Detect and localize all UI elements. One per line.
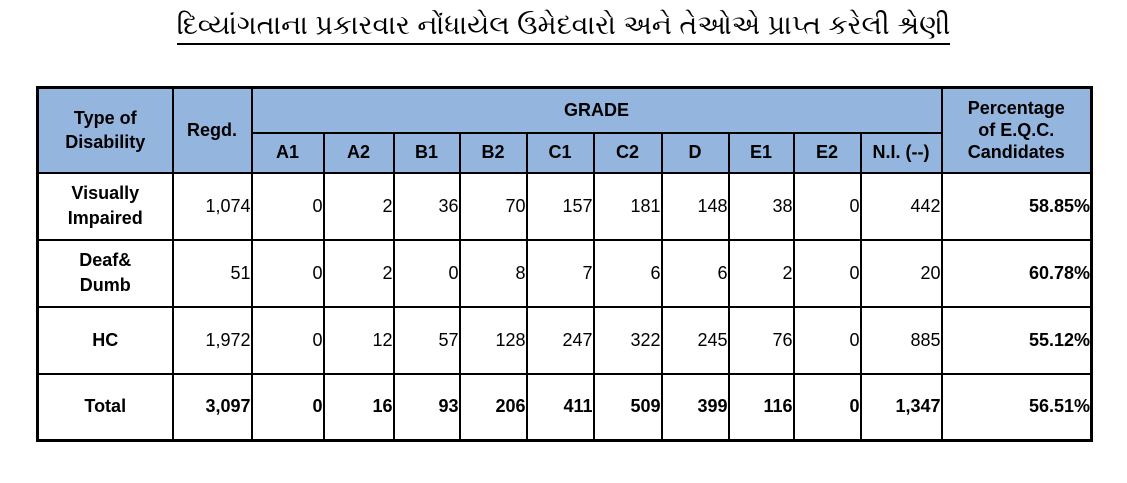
table-body: Visually Impaired 1,074 0 2 36 70 157 18… [36, 171, 1093, 442]
table-cell-e1: 116 [727, 372, 795, 442]
table-row-hc: HC 1,972 0 12 57 128 247 322 245 76 0 88… [36, 305, 1093, 375]
header-grade-ni: N.I. (--) [859, 131, 943, 174]
table-cell-ni: 20 [859, 238, 943, 308]
header-row-1: Type of Disability Regd. GRADE Percentag… [36, 86, 1093, 174]
table-cell-a1: 0 [250, 171, 325, 241]
table-cell-d: 6 [660, 238, 730, 308]
table-cell-e1: 2 [727, 238, 795, 308]
table-cell-a2: 2 [322, 238, 395, 308]
header-grade-e1: E1 [727, 131, 795, 174]
table-cell-regd: 1,074 [171, 171, 253, 241]
table-cell-a1: 0 [250, 238, 325, 308]
table-cell-e1: 38 [727, 171, 795, 241]
table-cell-b2: 128 [458, 305, 528, 375]
table-cell-e2: 0 [792, 305, 862, 375]
table-cell-b1: 0 [392, 238, 461, 308]
row-label-text: Deaf& Dumb [79, 250, 132, 295]
table-cell-percentage: 60.78% [940, 238, 1093, 308]
header-grade-a1: A1 [250, 131, 325, 174]
header-grade-a2: A2 [322, 131, 395, 174]
row-label: Deaf& Dumb [36, 238, 174, 308]
row-label: Visually Impaired [36, 171, 174, 241]
header-grade-d: D [660, 131, 730, 174]
header-type-of-disability-label: Type of Disability [65, 108, 146, 153]
table-cell-c1: 247 [525, 305, 595, 375]
row-label-text: Total [84, 396, 127, 417]
table-cell-b1: 57 [392, 305, 461, 375]
row-label: HC [36, 305, 174, 375]
table-cell-e1: 76 [727, 305, 795, 375]
table-cell-d: 148 [660, 171, 730, 241]
header-grade-c2: C2 [592, 131, 663, 174]
table-row-deaf-dumb: Deaf& Dumb 51 0 2 0 8 7 6 6 2 0 20 60.78… [36, 238, 1093, 308]
table-cell-ni: 442 [859, 171, 943, 241]
table-cell-c1: 157 [525, 171, 595, 241]
table-cell-ni: 885 [859, 305, 943, 375]
header-grade-b1: B1 [392, 131, 461, 174]
table-cell-percentage: 55.12% [940, 305, 1093, 375]
table-cell-b1: 93 [392, 372, 461, 442]
table-cell-d: 245 [660, 305, 730, 375]
table-cell-a2: 2 [322, 171, 395, 241]
header-percentage-eqc-label: Percentage of E.Q.C. Candidates [967, 98, 1065, 163]
header-grade-c1: C1 [525, 131, 595, 174]
table-cell-b1: 36 [392, 171, 461, 241]
header-grade: GRADE [250, 86, 943, 134]
table-cell-ni: 1,347 [859, 372, 943, 442]
table-row-total: Total 3,097 0 16 93 206 411 509 399 116 … [36, 372, 1093, 442]
header-row-2: A1 A2 B1 B2 C1 C2 D E1 E2 N.I. (--) [38, 131, 1092, 174]
row-label-text: HC [92, 329, 119, 350]
page-title-text: દિવ્યાંગતાના પ્રકારવાર નોંધાયેલ ઉમેદવારો… [176, 10, 951, 45]
table-cell-b2: 206 [458, 372, 528, 442]
table-cell-regd: 1,972 [171, 305, 253, 375]
table-cell-a1: 0 [250, 372, 325, 442]
table-cell-percentage: 58.85% [940, 171, 1093, 241]
table-cell-a1: 0 [250, 305, 325, 375]
table-cell-c1: 411 [525, 372, 595, 442]
table-cell-e2: 0 [792, 171, 862, 241]
table-cell-a2: 16 [322, 372, 395, 442]
table-header: Type of Disability Regd. GRADE Percentag… [36, 86, 1093, 174]
table-cell-c2: 181 [592, 171, 663, 241]
header-type-of-disability: Type of Disability [36, 86, 174, 174]
row-label: Total [36, 372, 174, 442]
table-cell-e2: 0 [792, 238, 862, 308]
table-row-visually-impaired: Visually Impaired 1,074 0 2 36 70 157 18… [36, 171, 1093, 241]
table-cell-c1: 7 [525, 238, 595, 308]
table-cell-b2: 70 [458, 171, 528, 241]
header-grade-e2: E2 [792, 131, 862, 174]
table-cell-c2: 6 [592, 238, 663, 308]
header-percentage-eqc: Percentage of E.Q.C. Candidates [940, 86, 1093, 174]
row-label-text: Visually Impaired [67, 183, 143, 228]
header-regd: Regd. [171, 86, 253, 174]
table-cell-regd: 3,097 [171, 372, 253, 442]
table-cell-c2: 509 [592, 372, 663, 442]
table-cell-percentage: 56.51% [940, 372, 1093, 442]
page-title: દિવ્યાંગતાના પ્રકારવાર નોંધાયેલ ઉમેદવારો… [0, 6, 1127, 45]
header-grade-b2: B2 [458, 131, 528, 174]
table-cell-b2: 8 [458, 238, 528, 308]
table-cell-regd: 51 [171, 238, 253, 308]
disability-grade-table: Type of Disability Regd. GRADE Percentag… [36, 86, 1093, 442]
table-cell-d: 399 [660, 372, 730, 442]
table-cell-e2: 0 [792, 372, 862, 442]
table-cell-a2: 12 [322, 305, 395, 375]
table-cell-c2: 322 [592, 305, 663, 375]
